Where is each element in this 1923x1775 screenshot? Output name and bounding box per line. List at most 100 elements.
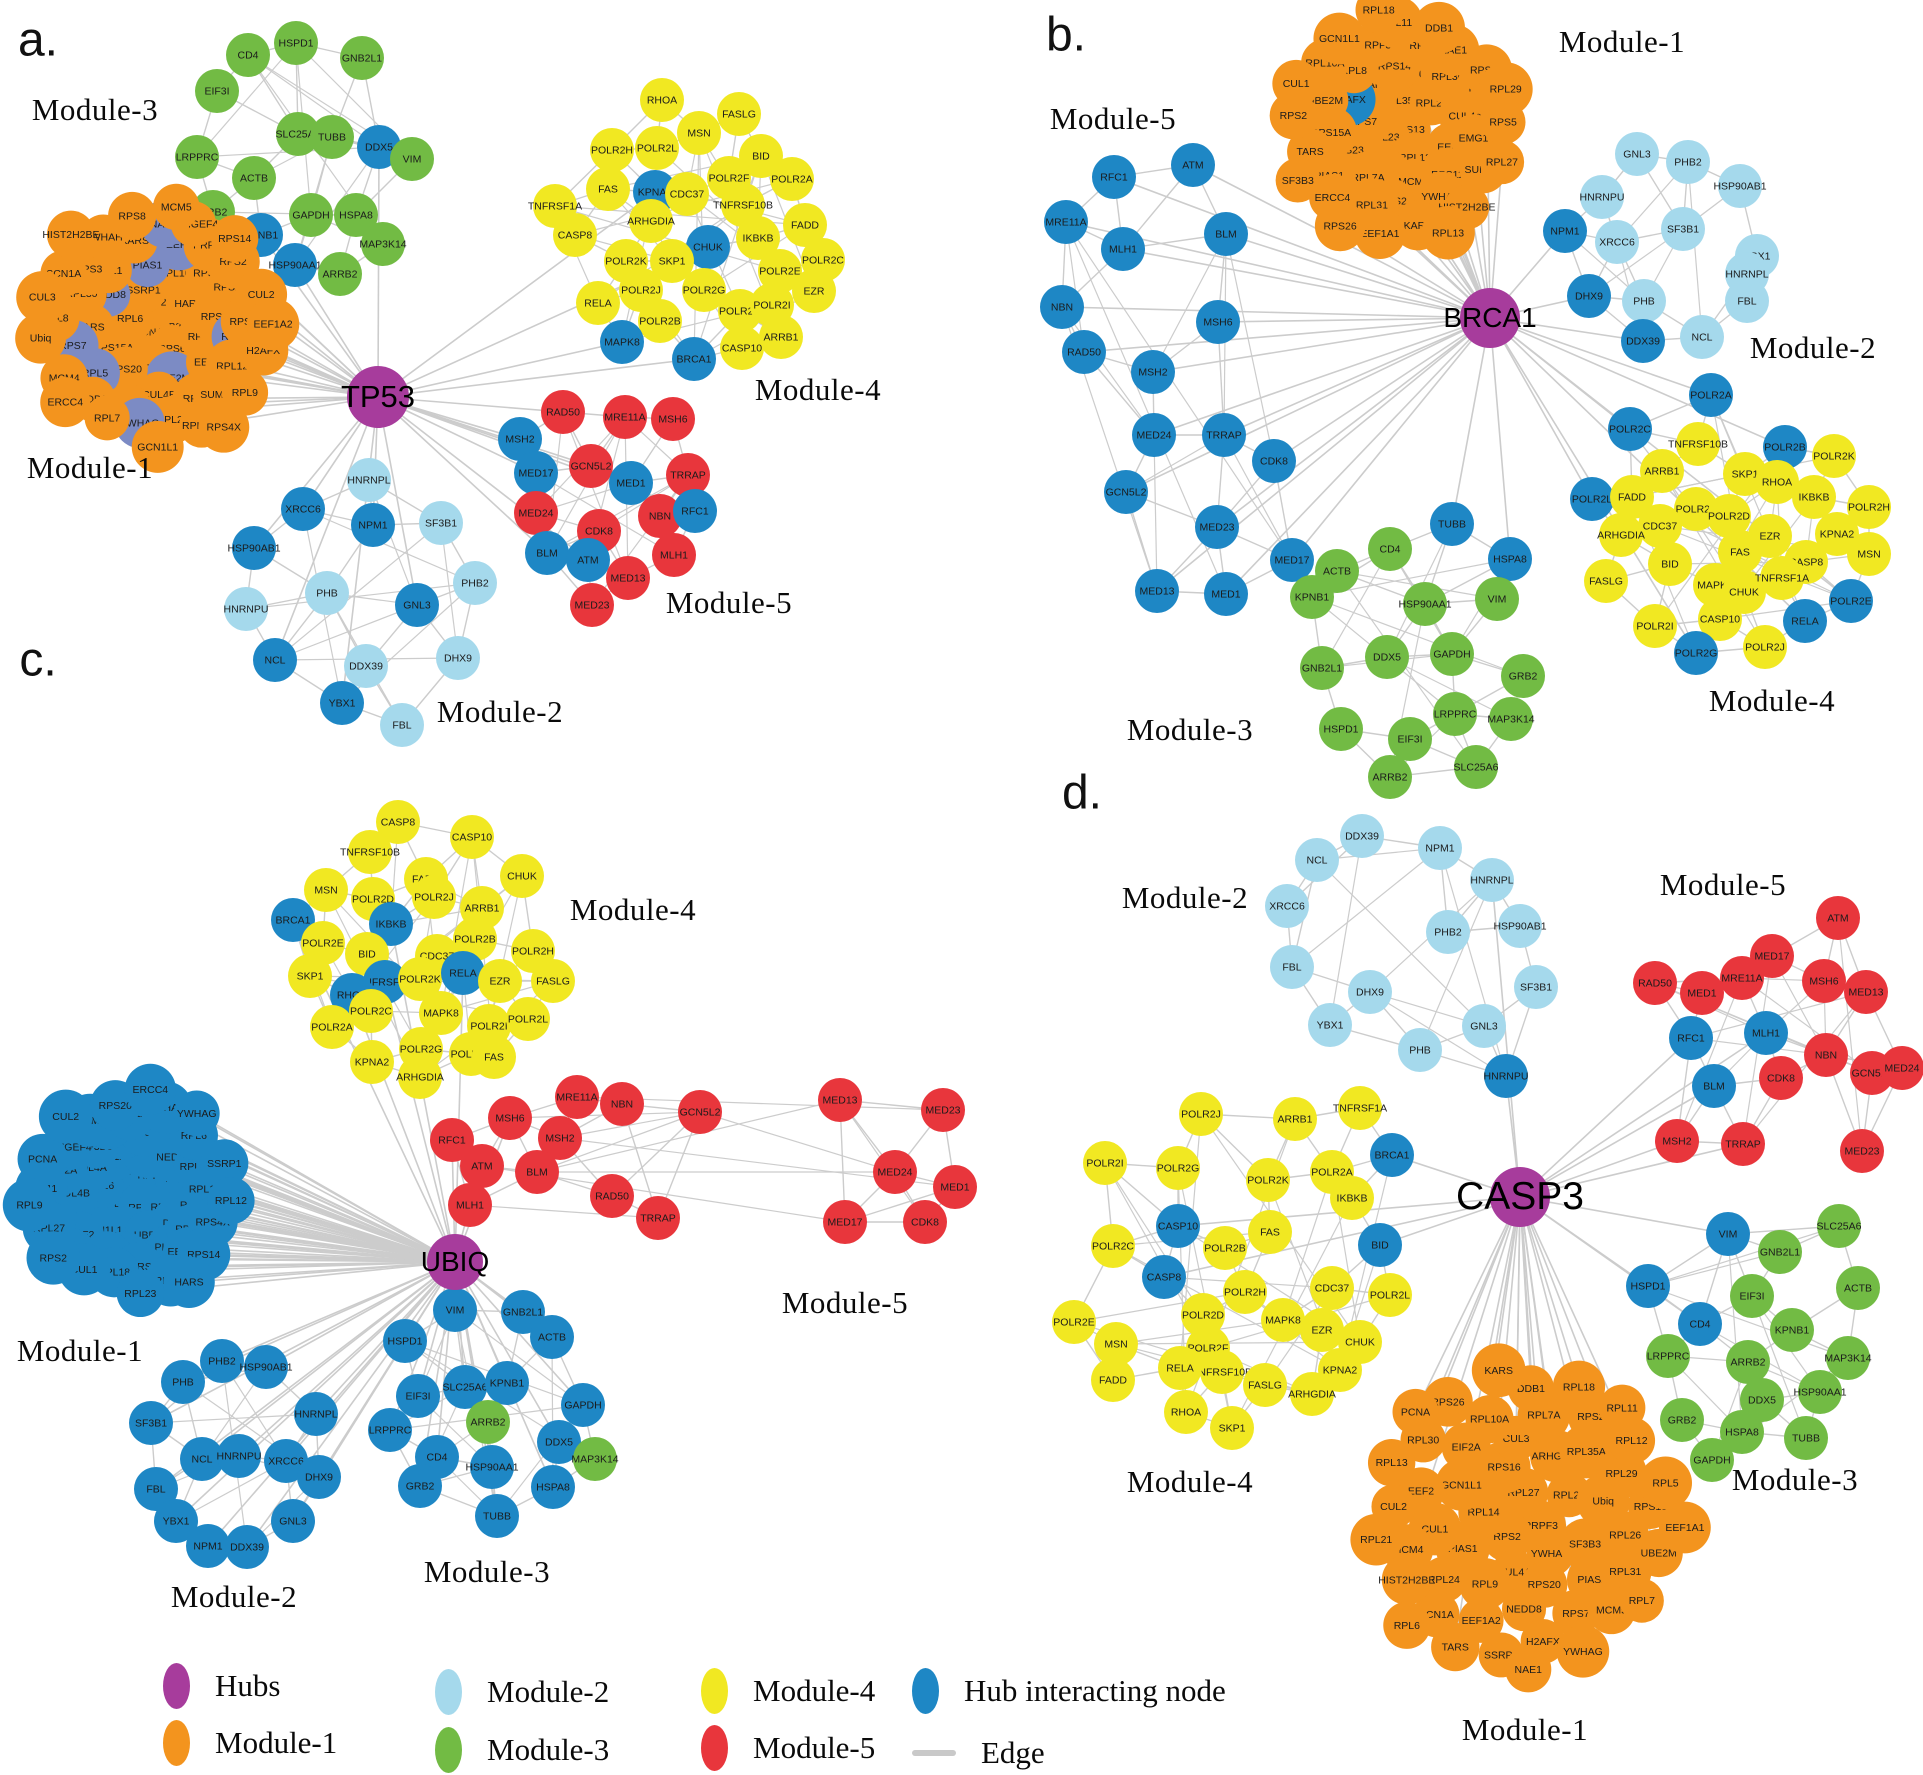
hub-node-ubiq[interactable] bbox=[427, 1234, 483, 1290]
node-c-ddx5[interactable] bbox=[537, 1420, 581, 1464]
node-b-polr2g[interactable] bbox=[1674, 631, 1718, 675]
node-c-ercc4[interactable] bbox=[124, 1063, 176, 1115]
node-b-hsp90ab1[interactable] bbox=[1718, 164, 1762, 208]
node-a-skp1[interactable] bbox=[650, 239, 694, 283]
node-a-polr2h[interactable] bbox=[590, 128, 634, 172]
node-a-rad50[interactable] bbox=[541, 390, 585, 434]
node-c-gnl3[interactable] bbox=[271, 1499, 315, 1543]
node-d-sf3b1[interactable] bbox=[1514, 965, 1558, 1009]
node-b-gnl3[interactable] bbox=[1615, 132, 1659, 176]
node-a-cdc37[interactable] bbox=[665, 172, 709, 216]
node-c-trrap[interactable] bbox=[636, 1196, 680, 1240]
node-d-polr2d[interactable] bbox=[1181, 1293, 1225, 1337]
node-a-arhgdia[interactable] bbox=[629, 199, 673, 243]
node-d-rpl21[interactable] bbox=[1350, 1513, 1403, 1566]
node-d-tars[interactable] bbox=[1431, 1622, 1480, 1672]
node-d-atm[interactable] bbox=[1816, 896, 1860, 940]
node-b-msn[interactable] bbox=[1847, 532, 1891, 576]
node-c-ikbkb[interactable] bbox=[369, 902, 413, 946]
node-d-mapk8[interactable] bbox=[1261, 1298, 1305, 1342]
node-d-pcna[interactable] bbox=[1392, 1388, 1439, 1435]
node-d-cdk8[interactable] bbox=[1759, 1056, 1803, 1100]
node-d-ezr[interactable] bbox=[1300, 1308, 1344, 1352]
node-b-kpna2[interactable] bbox=[1815, 512, 1859, 556]
node-b-rps26[interactable] bbox=[1314, 200, 1366, 252]
node-d-nbn[interactable] bbox=[1804, 1033, 1848, 1077]
node-d-rfc1[interactable] bbox=[1669, 1016, 1713, 1060]
node-d-arrb1[interactable] bbox=[1273, 1097, 1317, 1141]
node-b-sf3b3[interactable] bbox=[1275, 158, 1320, 203]
node-d-msn[interactable] bbox=[1094, 1322, 1138, 1366]
node-c-polr2a[interactable] bbox=[310, 1005, 354, 1049]
node-b-hnrnpu[interactable] bbox=[1580, 175, 1624, 219]
node-d-polr2h[interactable] bbox=[1223, 1270, 1267, 1314]
node-b-faslg[interactable] bbox=[1584, 559, 1628, 603]
node-a-xrcc6[interactable] bbox=[281, 487, 325, 531]
node-a-eef1a2[interactable] bbox=[246, 297, 300, 351]
node-d-arhgdia[interactable] bbox=[1290, 1372, 1334, 1416]
node-b-tubb[interactable] bbox=[1430, 502, 1474, 546]
node-a-polr2g[interactable] bbox=[682, 268, 726, 312]
node-c-med24[interactable] bbox=[873, 1150, 917, 1194]
node-b-gcn1l1[interactable] bbox=[1313, 12, 1366, 65]
node-d-eef1a1[interactable] bbox=[1658, 1501, 1711, 1554]
node-d-rela[interactable] bbox=[1158, 1346, 1202, 1390]
node-d-hsp90ab1[interactable] bbox=[1498, 904, 1542, 948]
node-c-hspd1[interactable] bbox=[383, 1319, 427, 1363]
node-d-hnrnpl[interactable] bbox=[1470, 858, 1514, 902]
node-c-mlh1[interactable] bbox=[448, 1183, 492, 1227]
node-a-mlh1[interactable] bbox=[652, 533, 696, 577]
node-b-grb2[interactable] bbox=[1501, 654, 1545, 698]
node-a-nbn[interactable] bbox=[638, 494, 682, 538]
node-d-cdc37[interactable] bbox=[1310, 1266, 1354, 1310]
node-c-slc25a6[interactable] bbox=[443, 1365, 487, 1409]
node-c-med1[interactable] bbox=[933, 1165, 977, 1209]
node-a-casp8[interactable] bbox=[553, 213, 597, 257]
node-a-med1[interactable] bbox=[609, 461, 653, 505]
node-c-polr2j[interactable] bbox=[412, 875, 456, 919]
node-c-casp10[interactable] bbox=[450, 815, 494, 859]
node-a-actb[interactable] bbox=[232, 156, 276, 200]
node-d-lrpprc[interactable] bbox=[1646, 1334, 1690, 1378]
node-c-arrb2[interactable] bbox=[466, 1400, 510, 1444]
node-b-polr2j[interactable] bbox=[1743, 625, 1787, 669]
node-a-polr2b[interactable] bbox=[638, 299, 682, 343]
node-a-rela[interactable] bbox=[576, 281, 620, 325]
node-d-polr2g[interactable] bbox=[1156, 1146, 1200, 1190]
node-c-fbl[interactable] bbox=[134, 1467, 178, 1511]
node-c-rpl23[interactable] bbox=[116, 1269, 164, 1318]
node-d-bid[interactable] bbox=[1358, 1223, 1402, 1267]
node-d-ikbkb[interactable] bbox=[1330, 1176, 1374, 1220]
node-b-sf3b1[interactable] bbox=[1661, 207, 1705, 251]
node-a-blm[interactable] bbox=[525, 531, 569, 575]
node-b-polr2i[interactable] bbox=[1633, 604, 1677, 648]
node-c-hnrnpu[interactable] bbox=[217, 1434, 261, 1478]
node-b-cul1[interactable] bbox=[1272, 59, 1320, 108]
node-d-fas[interactable] bbox=[1248, 1210, 1292, 1254]
node-d-mre11a[interactable] bbox=[1720, 956, 1764, 1000]
node-a-phb2[interactable] bbox=[453, 561, 497, 605]
node-b-arrb1[interactable] bbox=[1640, 449, 1684, 493]
node-c-med17[interactable] bbox=[823, 1200, 867, 1244]
node-b-hspd1[interactable] bbox=[1319, 707, 1363, 751]
node-d-gnl3[interactable] bbox=[1462, 1004, 1506, 1048]
node-d-mlh1[interactable] bbox=[1744, 1011, 1788, 1055]
node-b-tnfrsf10b[interactable] bbox=[1676, 422, 1720, 466]
node-a-med13[interactable] bbox=[606, 556, 650, 600]
node-c-ezr[interactable] bbox=[478, 959, 522, 1003]
node-c-arhgdia[interactable] bbox=[398, 1055, 442, 1099]
node-c-polr2c[interactable] bbox=[349, 989, 393, 1033]
node-d-med13[interactable] bbox=[1844, 970, 1888, 1014]
node-a-fbl[interactable] bbox=[380, 703, 424, 747]
node-c-dhx9[interactable] bbox=[297, 1455, 341, 1499]
node-c-ncl[interactable] bbox=[180, 1437, 224, 1481]
node-c-ybx1[interactable] bbox=[154, 1499, 198, 1543]
node-b-rfc1[interactable] bbox=[1092, 155, 1136, 199]
node-d-polr2b[interactable] bbox=[1203, 1226, 1247, 1270]
node-a-faslg[interactable] bbox=[717, 92, 761, 136]
node-a-msn[interactable] bbox=[677, 111, 721, 155]
node-b-gapdh[interactable] bbox=[1430, 632, 1474, 676]
node-d-ddx39[interactable] bbox=[1340, 814, 1384, 858]
node-d-hsp90aa1[interactable] bbox=[1798, 1370, 1842, 1414]
node-d-ddx5[interactable] bbox=[1740, 1378, 1784, 1422]
